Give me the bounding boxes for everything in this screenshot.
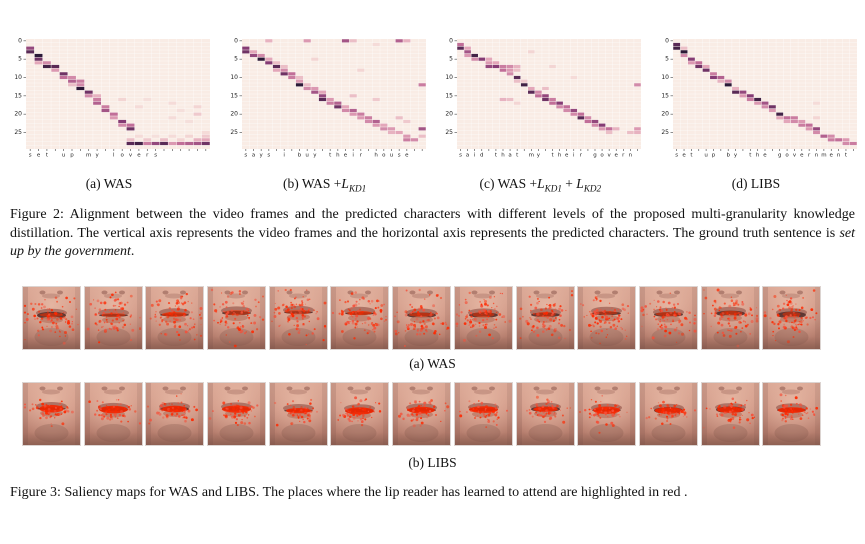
panel-caption-part: L — [576, 176, 584, 191]
saliency-frame-focused-13 — [762, 382, 822, 446]
panel-caption-part: + — [561, 176, 577, 191]
panel-caption-libs: (d) LIBS — [732, 176, 780, 192]
figure2-panel-was: (a) WAS — [6, 34, 212, 194]
alignment-heatmap-was-kd1-kd2 — [437, 34, 644, 166]
saliency-frame-focused-12 — [700, 382, 760, 446]
saliency-frame-scattered-2 — [83, 286, 143, 350]
saliency-frame-scattered-5 — [268, 286, 328, 350]
panel-caption-was: (a) WAS — [86, 176, 133, 192]
figure2-caption-italic: set up by the government — [10, 225, 855, 260]
saliency-frame-focused-9 — [515, 382, 575, 446]
alignment-heatmap-libs — [652, 34, 859, 166]
saliency-frame-focused-11 — [638, 382, 698, 446]
saliency-frame-focused-7 — [392, 382, 452, 446]
alignment-heatmap-was-kd1 — [221, 34, 428, 166]
saliency-frame-scattered-8 — [453, 286, 513, 350]
panel-caption-was-kd1-kd2: (c) WAS +LKD1 + LKD2 — [479, 176, 601, 194]
panel-caption-part: L — [341, 176, 349, 191]
saliency-frame-scattered-12 — [700, 286, 760, 350]
panel-caption-part: (c) WAS + — [479, 176, 538, 191]
figure2-caption-period: . — [130, 244, 135, 260]
panel-caption-part: KD1 — [544, 183, 562, 194]
figure2-panel-was-kd1-kd2: (c) WAS +LKD1 + LKD2 — [437, 34, 644, 194]
saliency-frame-focused-3 — [145, 382, 205, 446]
saliency-frame-focused-10 — [577, 382, 637, 446]
figure2-caption: Figure 2: Alignment between the video fr… — [10, 206, 855, 262]
saliency-frame-scattered-1 — [22, 286, 81, 350]
panel-caption-part: (d) LIBS — [731, 176, 781, 191]
saliency-frame-focused-6 — [330, 382, 390, 446]
saliency-frame-focused-8 — [453, 382, 513, 446]
saliency-frame-scattered-7 — [392, 286, 452, 350]
saliency-frame-focused-5 — [268, 382, 328, 446]
panel-caption-part: KD2 — [583, 183, 602, 194]
alignment-heatmap-was — [6, 34, 212, 166]
saliency-frame-focused-2 — [83, 382, 143, 446]
figure3-caption: Figure 3: Saliency maps for WAS and LIBS… — [10, 485, 688, 500]
saliency-frame-scattered-6 — [330, 286, 390, 350]
saliency-frame-scattered-9 — [515, 286, 575, 350]
figure3-row-b-label: (b) LIBS — [408, 455, 457, 470]
saliency-frame-focused-1 — [22, 382, 81, 446]
panel-caption-part: KD1 — [348, 183, 367, 194]
panel-caption-part: (b) WAS + — [283, 176, 342, 191]
figure3-row-was — [22, 286, 822, 350]
figure3-row-a-label: (a) WAS — [409, 356, 456, 371]
figure2-panels: (a) WAS (b) WAS +LKD1 (c) WAS +LKD1 + LKD2… — [6, 34, 859, 194]
panel-caption-part: (a) WAS — [85, 176, 133, 191]
figure2-panel-libs: (d) LIBS — [652, 34, 859, 194]
figure3-row-libs — [22, 382, 822, 446]
saliency-frame-scattered-13 — [762, 286, 822, 350]
saliency-frame-scattered-11 — [638, 286, 698, 350]
saliency-frame-scattered-10 — [577, 286, 637, 350]
panel-caption-was-kd1: (b) WAS +LKD1 — [283, 176, 366, 194]
saliency-frame-scattered-4 — [207, 286, 267, 350]
figure2-caption-text: Figure 2: Alignment between the video fr… — [10, 207, 855, 241]
saliency-frame-scattered-3 — [145, 286, 205, 350]
panel-caption-part: L — [537, 176, 545, 191]
saliency-frame-focused-4 — [207, 382, 267, 446]
figure2-panel-was-kd1: (b) WAS +LKD1 — [221, 34, 428, 194]
